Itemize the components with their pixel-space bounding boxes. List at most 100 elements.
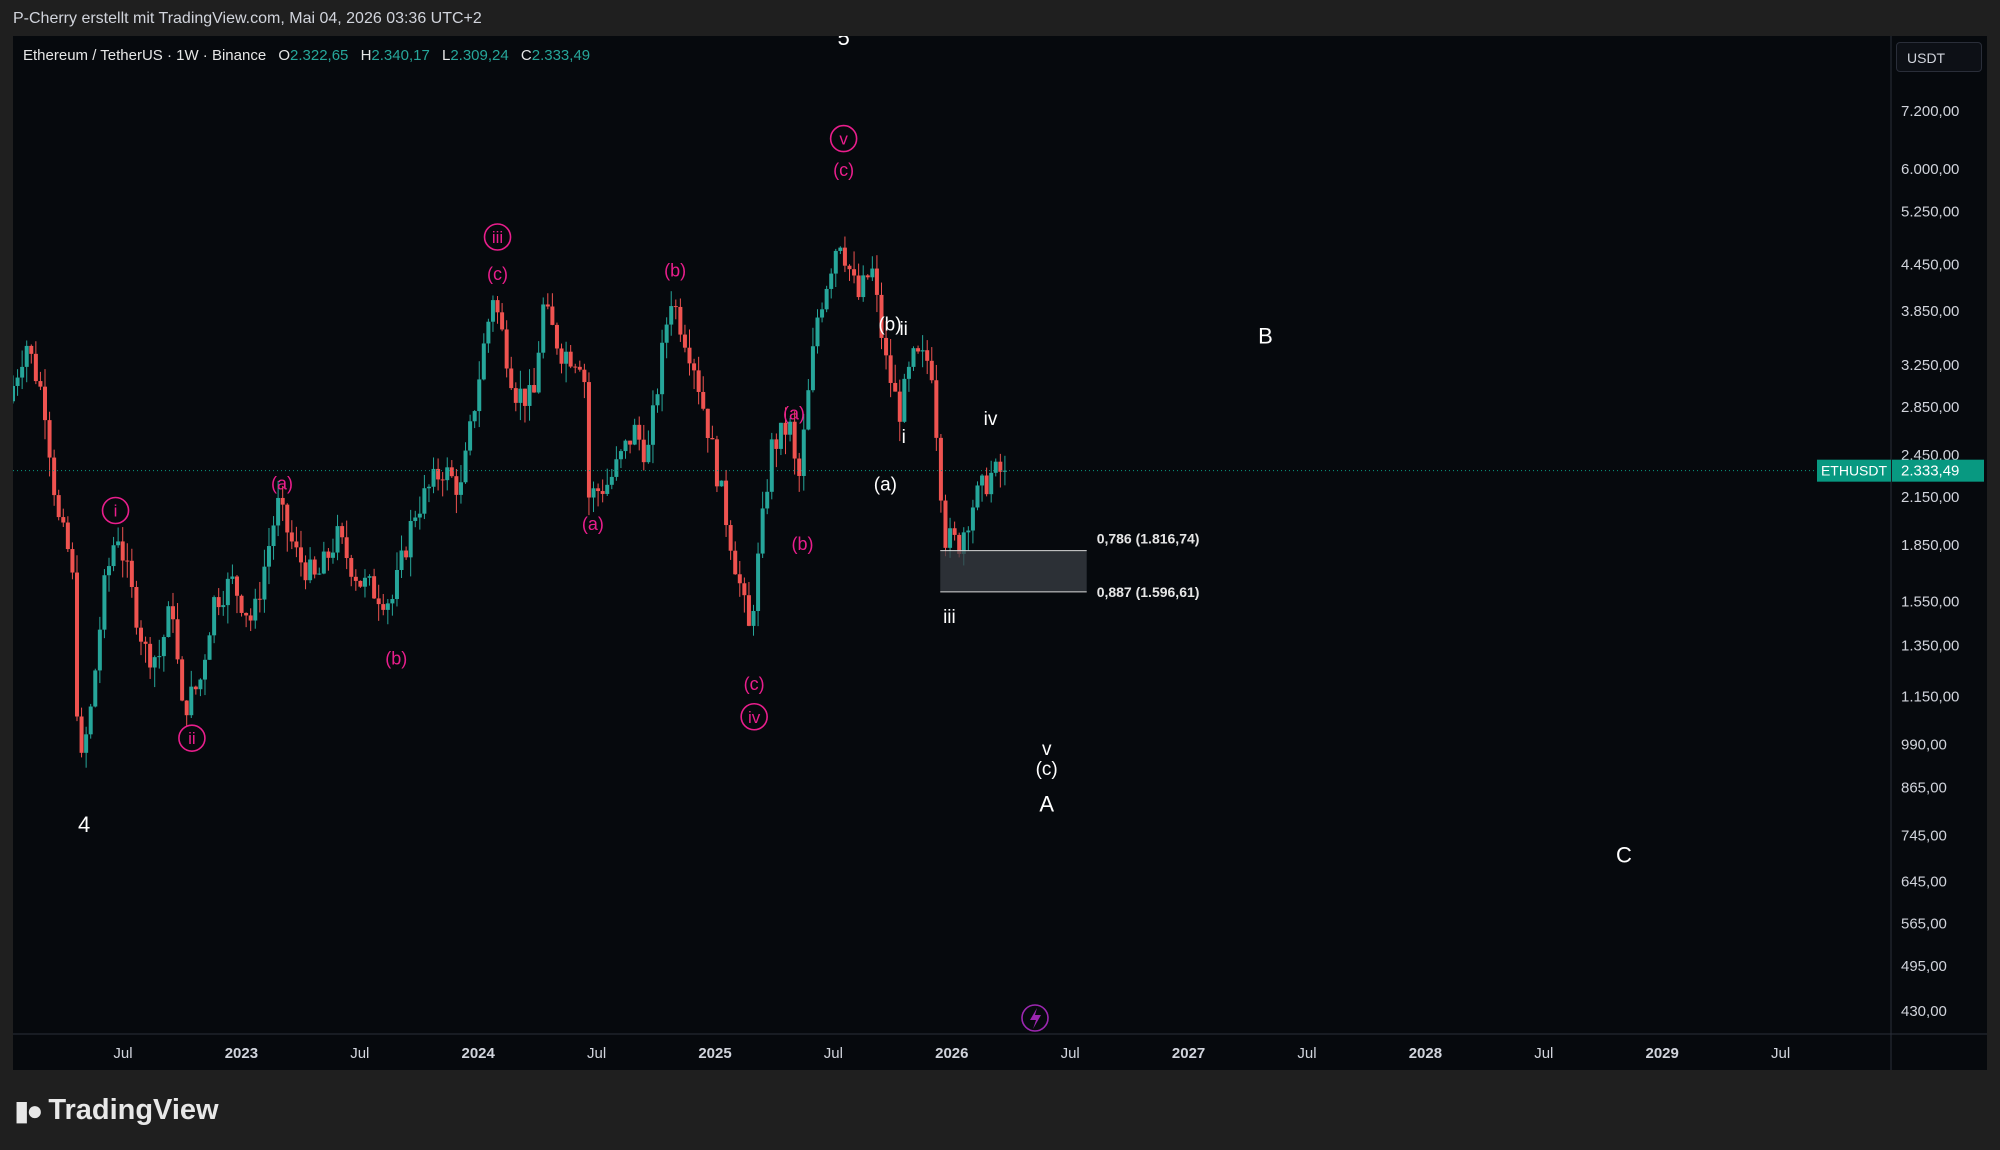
candle-body bbox=[472, 411, 477, 422]
candle-body bbox=[253, 598, 258, 621]
candle-body bbox=[879, 294, 884, 338]
candle-body bbox=[554, 324, 559, 349]
candle-body bbox=[847, 265, 852, 270]
high-label: H bbox=[360, 47, 372, 64]
candle-body bbox=[458, 482, 463, 495]
wave-circle bbox=[178, 724, 206, 752]
candle-body bbox=[353, 576, 358, 581]
candle-body bbox=[440, 479, 445, 481]
wave-label: i bbox=[114, 501, 118, 520]
candle-body bbox=[198, 679, 203, 690]
wave-circle bbox=[483, 223, 512, 251]
wave-label: iv bbox=[984, 409, 998, 430]
price-chart[interactable]: 8.400,007.200,006.000,005.250,004.450,00… bbox=[13, 36, 1987, 1070]
wave-label: (c) bbox=[744, 674, 765, 694]
candle-body bbox=[714, 439, 719, 487]
candle-body bbox=[29, 345, 34, 354]
candle-body bbox=[317, 573, 322, 575]
candle-body bbox=[532, 385, 537, 393]
candle-body bbox=[788, 421, 793, 435]
candle-body bbox=[783, 422, 788, 435]
candle-body bbox=[701, 391, 706, 409]
lightning-icon-glyph bbox=[1030, 1008, 1041, 1029]
chart-area[interactable]: 8.400,007.200,006.000,005.250,004.450,00… bbox=[13, 36, 1987, 1070]
candle-body bbox=[102, 575, 107, 630]
wave-label: v bbox=[839, 130, 848, 149]
candle-body bbox=[838, 247, 843, 251]
y-tick-label: 4.450,00 bbox=[1901, 256, 1959, 273]
candle-body bbox=[207, 635, 212, 660]
candle-body bbox=[276, 497, 281, 526]
candle-body bbox=[111, 545, 116, 567]
candle-body bbox=[248, 615, 253, 621]
high-value: 2.340,17 bbox=[371, 47, 430, 64]
candle-body bbox=[70, 549, 75, 573]
candle-body bbox=[609, 476, 614, 485]
candle-body bbox=[106, 566, 111, 576]
y-tick-label: 645,00 bbox=[1901, 873, 1947, 890]
candle-body bbox=[481, 343, 486, 380]
candle-body bbox=[948, 528, 953, 548]
candle-body bbox=[797, 458, 802, 476]
open-label: O bbox=[278, 47, 291, 64]
candle-body bbox=[84, 734, 89, 753]
last-price-label: 2.333,49 bbox=[1901, 463, 1959, 480]
candle-body bbox=[161, 637, 166, 657]
candle-body bbox=[221, 605, 226, 608]
wave-label: (a) bbox=[271, 473, 293, 493]
candle-body bbox=[125, 560, 130, 562]
candle-body bbox=[778, 422, 783, 449]
wave-label: A bbox=[1039, 792, 1054, 817]
y-tick-label: 5.250,00 bbox=[1901, 204, 1959, 221]
candle-body bbox=[591, 488, 596, 498]
candle-body bbox=[705, 408, 710, 438]
y-tick-label: 1.150,00 bbox=[1901, 689, 1959, 706]
candle-body bbox=[925, 350, 930, 361]
candle-body bbox=[372, 576, 377, 599]
y-tick-label: 7.200,00 bbox=[1901, 103, 1959, 120]
candle-body bbox=[641, 439, 646, 463]
candle-body bbox=[934, 380, 939, 438]
candle-body bbox=[920, 350, 925, 352]
candle-body bbox=[303, 562, 308, 581]
candle-body bbox=[97, 629, 102, 671]
candle-body bbox=[330, 552, 335, 558]
currency-selector[interactable]: USDT bbox=[1896, 42, 1982, 72]
candle-body bbox=[756, 553, 761, 612]
wave-label: 4 bbox=[78, 812, 90, 837]
candle-body bbox=[509, 368, 514, 389]
candle-body bbox=[573, 366, 578, 368]
candle-body bbox=[568, 351, 573, 367]
candle-body bbox=[522, 388, 527, 406]
fib-zone bbox=[940, 550, 1087, 592]
candle-body bbox=[116, 541, 121, 546]
candle-body bbox=[746, 595, 751, 626]
candle-body bbox=[454, 476, 459, 495]
tradingview-logo[interactable]: ▮● TradingView bbox=[14, 1094, 219, 1127]
candle-body bbox=[212, 597, 217, 636]
candle-body bbox=[884, 337, 889, 356]
candle-body bbox=[298, 547, 303, 563]
candle-body bbox=[724, 480, 729, 526]
candle-body bbox=[134, 586, 139, 628]
wave-label: i bbox=[902, 427, 906, 448]
candle-body bbox=[445, 467, 450, 481]
tradingview-logo-icon: ▮● bbox=[14, 1095, 43, 1126]
candle-body bbox=[961, 532, 966, 554]
candle-body bbox=[148, 643, 153, 668]
candle-body bbox=[970, 507, 975, 531]
candle-body bbox=[710, 437, 715, 440]
candle-body bbox=[582, 369, 587, 383]
candle-body bbox=[216, 597, 221, 608]
candle-body bbox=[504, 329, 509, 369]
candle-body bbox=[404, 550, 409, 558]
candle-body bbox=[664, 324, 669, 343]
close-label: C bbox=[520, 47, 532, 64]
x-tick-label: Jul bbox=[1534, 1045, 1553, 1062]
candle-body bbox=[381, 604, 386, 610]
candle-body bbox=[463, 450, 468, 483]
candle-body bbox=[13, 385, 15, 402]
candle-body bbox=[902, 378, 907, 422]
candle-body bbox=[449, 467, 454, 477]
candle-body bbox=[166, 606, 171, 638]
